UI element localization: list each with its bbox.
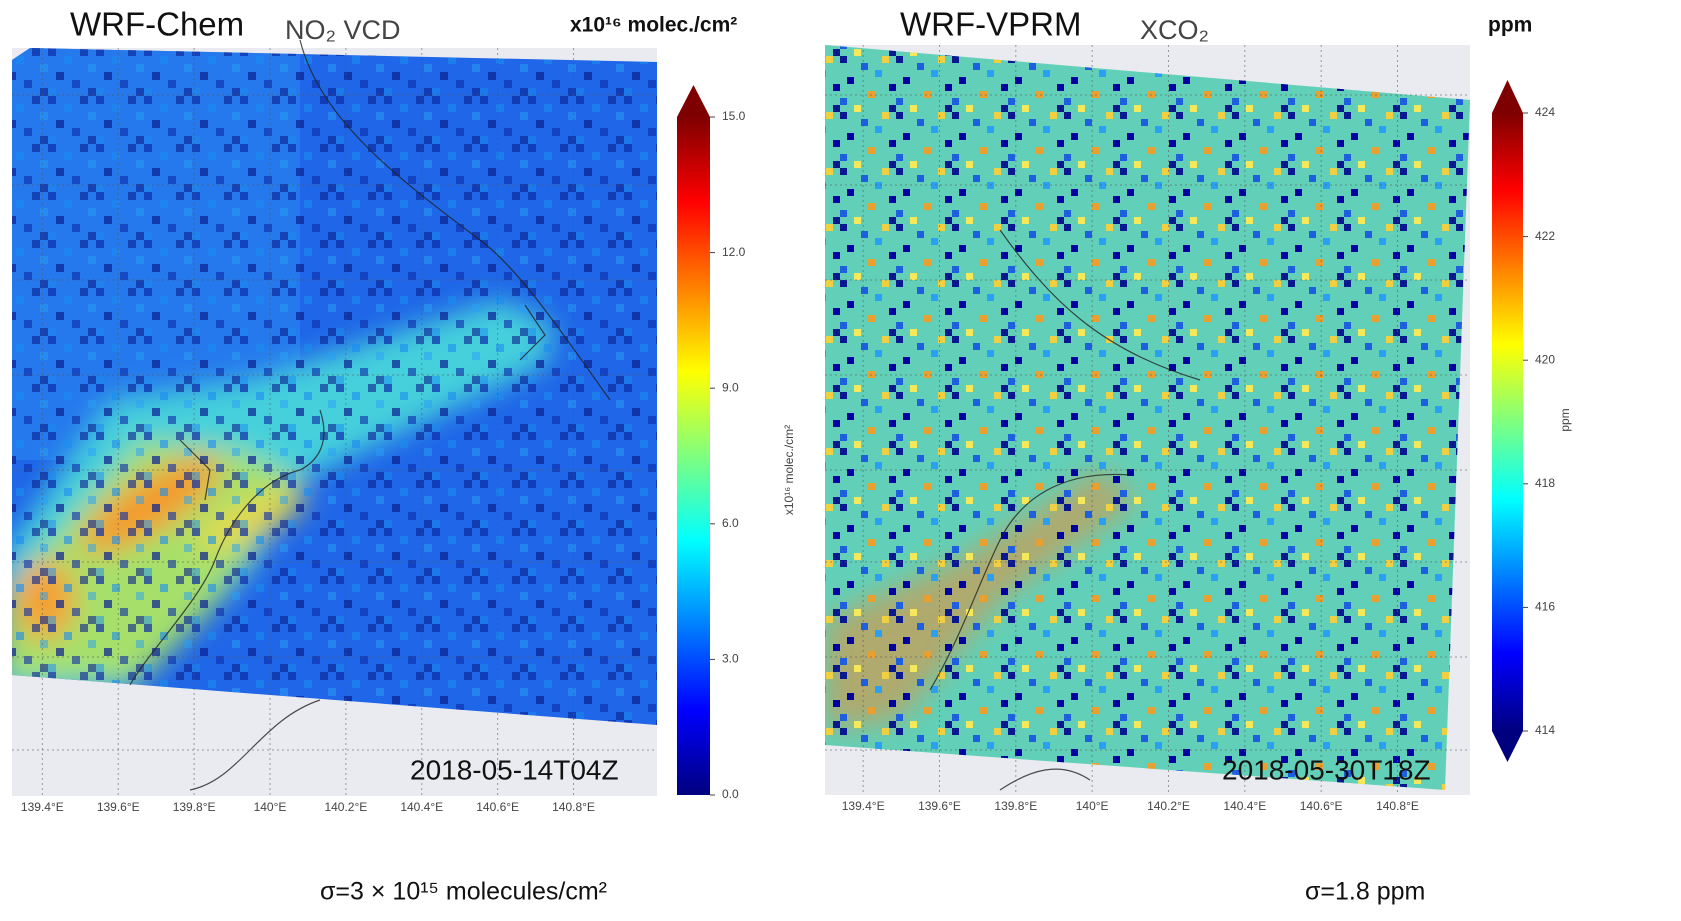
colorbar-tick-label: 6.0 [722, 516, 739, 530]
x-tick-label: 140°E [254, 800, 287, 814]
x-tick-label: 139.6°E [918, 799, 961, 813]
sigma-note: σ=1.8 ppm [1305, 878, 1425, 906]
colorbar-tick-label: 12.0 [722, 245, 746, 259]
colorbar-tick-label: 418 [1535, 476, 1555, 490]
colorbar-tick-label: 15.0 [722, 109, 746, 123]
colorbar-extend [677, 85, 710, 117]
map-field [825, 45, 1470, 790]
panel-title: WRF-VPRM [900, 6, 1081, 43]
x-tick-label: 139.4°E [842, 799, 885, 813]
panel-subtitle: XCO₂ [1140, 15, 1209, 45]
x-tick-label: 139.8°E [173, 800, 216, 814]
panel-title: WRF-Chem [70, 6, 244, 43]
date-label: 2018-05-30T18Z [1222, 754, 1431, 785]
x-tick-label: 139.8°E [994, 799, 1037, 813]
colorbar-tick-label: 0.0 [722, 787, 739, 801]
colorbar-extend [1492, 80, 1523, 113]
colorbar [1492, 113, 1523, 731]
unit-label: x10¹⁶ molec./cm² [570, 14, 737, 37]
x-tick-label: 140.4°E [400, 800, 443, 814]
x-tick-label: 140.2°E [1147, 799, 1190, 813]
colorbar-tick-label: 9.0 [722, 380, 739, 394]
colorbar-tick-label: 3.0 [722, 652, 739, 666]
map-field [12, 48, 657, 725]
x-tick-label: 140.6°E [476, 800, 519, 814]
x-tick-label: 140.6°E [1300, 799, 1343, 813]
colorbar-tick-label: 414 [1535, 723, 1555, 737]
sigma-note: σ=3 × 10¹⁵ molecules/cm² [320, 878, 607, 906]
colorbar-tick-label: 416 [1535, 600, 1555, 614]
x-tick-label: 139.6°E [97, 800, 140, 814]
colorbar-tick-label: 422 [1535, 229, 1555, 243]
colorbar-extend [1492, 731, 1523, 762]
x-tick-label: 140.2°E [324, 800, 367, 814]
panel-subtitle: NO₂ VCD [285, 15, 401, 45]
x-tick-label: 140.8°E [1376, 799, 1419, 813]
x-tick-label: 140.8°E [552, 800, 595, 814]
date-label: 2018-05-14T04Z [410, 754, 619, 785]
x-tick-label: 140.4°E [1223, 799, 1266, 813]
x-tick-label: 139.4°E [21, 800, 64, 814]
unit-label: ppm [1488, 14, 1532, 37]
colorbar-tick-label: 420 [1535, 352, 1555, 366]
colorbar [677, 117, 710, 795]
coastline [929, 229, 1201, 791]
colorbar-tick-label: 424 [1535, 105, 1555, 119]
colorbar-label: x10¹⁶ molec./cm² [782, 425, 796, 515]
x-tick-label: 140°E [1076, 799, 1109, 813]
coastline [129, 39, 611, 791]
colorbar-label: ppm [1558, 408, 1572, 431]
